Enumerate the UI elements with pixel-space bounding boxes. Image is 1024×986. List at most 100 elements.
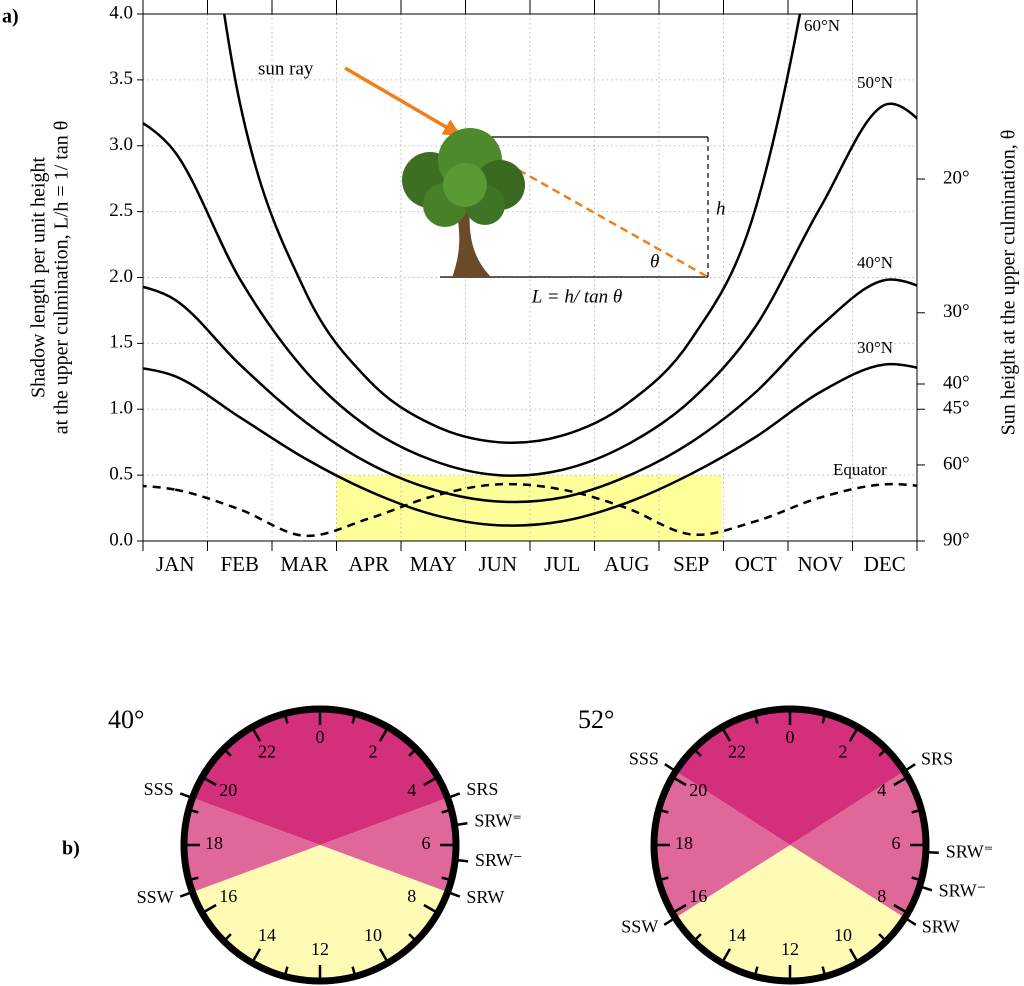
clock-hour-label: 22 [728, 741, 746, 761]
clock-hour-tick [848, 948, 860, 964]
clock-hour-label: 12 [311, 939, 329, 959]
clock-hour-tick [283, 966, 289, 977]
clock-hour-label: 16 [219, 886, 237, 906]
y2-tick-label: 40° [943, 372, 970, 393]
clock-hour-tick [283, 713, 289, 724]
y-tick-label: 2.5 [109, 200, 133, 221]
annotation: L = h/ tan θ [531, 286, 622, 307]
clock-hour-label: 20 [689, 780, 707, 800]
y-tick-label: 1.5 [109, 332, 133, 353]
clock-hour-tick [878, 747, 888, 757]
clock-hour-label: 6 [892, 833, 901, 853]
y-tick-label: 1.0 [109, 398, 133, 419]
clock-sector [192, 845, 448, 981]
series-line [175, 482, 885, 538]
clock-marker-label: SSS [144, 779, 174, 799]
y-tick-label: 0.5 [109, 463, 133, 484]
clock-hour-tick [201, 775, 217, 787]
series-line-wrap [884, 102, 917, 121]
clock-hour-tick [441, 808, 452, 814]
clock-sector [790, 771, 926, 918]
panel-label: b) [62, 838, 80, 860]
clock-marker-label: SSW [621, 917, 658, 937]
clock-sector [183, 797, 320, 893]
clock-marker-tick [454, 821, 468, 827]
y-tick-label: 4.0 [109, 2, 133, 23]
clock-marker-label: SSW [137, 887, 174, 907]
x-tick-label: JUN [478, 552, 517, 576]
clock-marker-label: SRW⁼ [474, 810, 522, 830]
clock-hour-label: 18 [205, 833, 223, 853]
clock-hour-label: 6 [422, 833, 431, 853]
clock-marker-label: SRW⁻ [475, 850, 523, 870]
clock-hour-tick [250, 726, 262, 742]
clock-hour-tick [692, 747, 702, 757]
clock-hour-tick [408, 933, 418, 943]
clock-hour-label: 22 [258, 741, 276, 761]
clock-sector [192, 709, 448, 845]
series-label: 30°N [857, 338, 893, 357]
clock-hour-tick [441, 876, 452, 882]
clock-hour-tick [250, 948, 262, 964]
x-tick-label: OCT [735, 552, 777, 576]
series-line-wrap [143, 121, 177, 154]
panel-label: a) [2, 6, 19, 28]
x-tick-label: JUL [544, 552, 580, 576]
clock-marker-tick [904, 916, 917, 926]
y-tick-label: 3.5 [109, 68, 133, 89]
clock-hour-tick [893, 903, 909, 915]
clock-hour-tick [378, 948, 390, 964]
clock-hour-tick [753, 966, 759, 977]
clock-hour-tick [351, 713, 357, 724]
sun-ray-arrow [344, 66, 462, 136]
y-axis-label: at the upper culmination, L/h = 1/ tan θ [51, 121, 73, 435]
series-line-wrap [143, 484, 176, 491]
clock-hour-label: 2 [839, 741, 848, 761]
x-tick-label: MAR [280, 552, 328, 576]
clock-hour-tick [753, 713, 759, 724]
series-label: 60°N [804, 16, 840, 35]
clock-marker-label: SRW [922, 917, 960, 937]
series-line [222, 14, 802, 445]
clock-hour-tick [893, 775, 909, 787]
clock-marker-tick [179, 890, 193, 898]
series-line [174, 363, 885, 527]
clock-hour-tick [720, 726, 732, 742]
series-line-wrap [884, 362, 917, 369]
clock-title: 40° [108, 705, 144, 734]
clock-hour-label: 14 [258, 925, 276, 945]
plot-frame [142, 13, 918, 542]
clock-marker-tick [664, 763, 677, 773]
clock-hour-tick [821, 966, 827, 977]
clock-marker-label: SSS [629, 749, 659, 769]
clock-hour-tick [720, 948, 732, 964]
clock-hour-label: 0 [316, 727, 325, 747]
clock-marker-tick [447, 792, 461, 800]
clock-hour-tick [671, 903, 687, 915]
series-line-wrap [884, 482, 917, 487]
clock-hour-tick [911, 808, 922, 814]
annotation: h [716, 198, 726, 219]
clock-hour-tick [423, 775, 439, 787]
clock-hour-tick [878, 933, 888, 943]
clock-hour-tick [821, 713, 827, 724]
clock-marker-label: SRS [921, 749, 953, 769]
clock-hour-label: 4 [877, 780, 886, 800]
clock-hour-label: 20 [219, 780, 237, 800]
y2-tick-label: 30° [943, 301, 970, 322]
clock-hour-label: 10 [364, 925, 382, 945]
series-line-wrap [143, 285, 176, 301]
shadow-ray [461, 136, 709, 279]
clock-hour-tick [222, 933, 232, 943]
series-line-wrap [143, 367, 176, 378]
clock-marker-tick [447, 890, 461, 898]
clock-marker-tick [663, 916, 676, 926]
clock-hour-label: 14 [728, 925, 746, 945]
clock-marker-label: SRS [466, 779, 498, 799]
series-line [174, 103, 886, 477]
clock-marker-tick [903, 763, 916, 773]
y-axis-label: Shadow length per unit height [28, 157, 50, 399]
x-tick-label: DEC [864, 552, 906, 576]
series-line [174, 278, 886, 504]
clock-hour-label: 8 [877, 886, 886, 906]
